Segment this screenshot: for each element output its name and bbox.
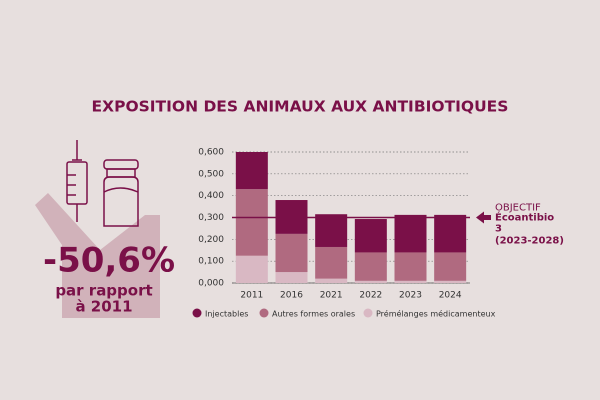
bar-segment [434, 280, 467, 283]
chart-title: EXPOSITION DES ANIMAUX AUX ANTIBIOTIQUES [92, 98, 509, 116]
y-tick-label: 0,300 [198, 213, 224, 223]
legend-label: Prémélanges médicamenteux [376, 309, 496, 319]
y-tick-label: 0,200 [198, 235, 224, 245]
x-tick-label: 2022 [359, 291, 382, 301]
y-tick-label: 0,500 [198, 169, 224, 179]
bar-segment [235, 255, 268, 283]
bar-segment [354, 219, 387, 253]
headline-sub: à 2011 [75, 298, 132, 316]
bar-segment [394, 214, 427, 253]
bar-segment [354, 252, 387, 281]
bar-segment [315, 278, 348, 283]
bar-segment [275, 233, 308, 273]
target-label: (2023-2028) [495, 236, 564, 247]
bar-segment [434, 214, 467, 253]
legend-swatch [363, 308, 373, 318]
legend-swatch [259, 308, 269, 318]
legend-label: Injectables [205, 310, 248, 319]
x-tick-label: 2011 [240, 291, 263, 301]
vial-icon [103, 159, 139, 227]
legend-label: Autres formes orales [272, 310, 355, 319]
y-tick-label: 0,600 [198, 148, 224, 158]
x-tick-label: 2016 [280, 291, 303, 301]
bar-segment [394, 280, 427, 283]
headline-value: -50,6% [43, 241, 175, 281]
target-label: OBJECTIF [495, 203, 541, 214]
target-arrow [476, 211, 491, 224]
y-tick-label: 0,000 [198, 279, 224, 289]
bar-segment [354, 280, 387, 283]
bar-segment [434, 252, 467, 281]
headline-sub: par rapport [55, 282, 152, 300]
syringe-icon [66, 140, 88, 222]
target-label: 3 [495, 224, 502, 235]
x-tick-label: 2024 [439, 291, 462, 301]
bar-segment [315, 214, 348, 247]
bar-segment [394, 252, 427, 281]
bar-segment [275, 272, 308, 283]
legend-swatch [192, 308, 202, 318]
x-tick-label: 2023 [399, 291, 422, 301]
y-tick-label: 0,100 [198, 257, 224, 267]
target-label: Écoantibio [495, 211, 554, 224]
x-tick-label: 2021 [320, 291, 343, 301]
bar-segment [235, 189, 268, 256]
bar-segment [315, 246, 348, 279]
y-tick-label: 0,400 [198, 191, 224, 201]
bar-segment [235, 152, 268, 190]
decor-shape [35, 193, 160, 318]
